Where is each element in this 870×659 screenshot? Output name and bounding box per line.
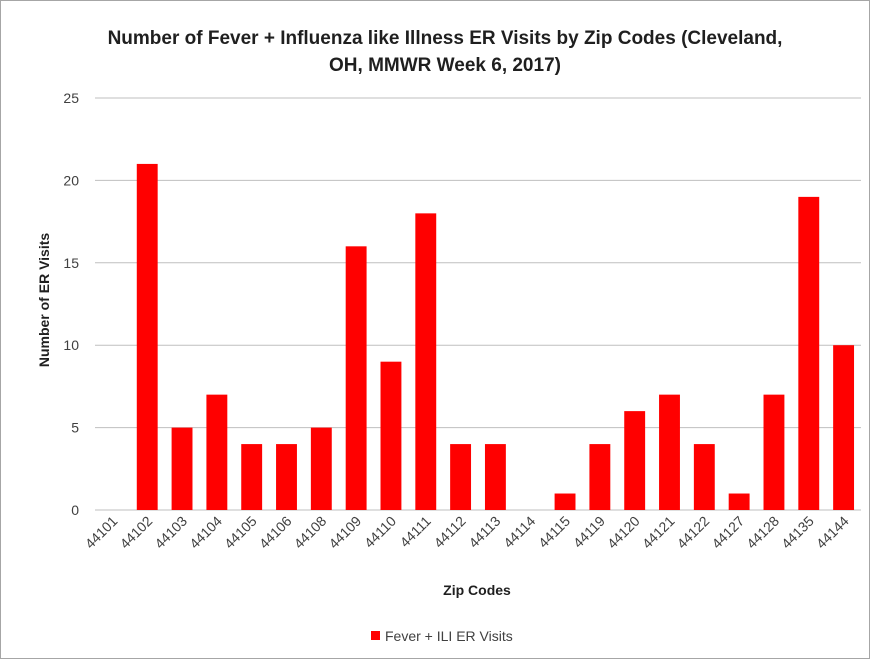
x-tick-label: 44106 xyxy=(256,513,295,552)
x-tick-labels: 4410144102441034410444105441064410844109… xyxy=(82,513,852,552)
bar-44113 xyxy=(484,444,506,510)
x-tick-label: 44112 xyxy=(431,513,469,551)
bar-44120 xyxy=(624,411,646,510)
y-tick-label: 5 xyxy=(71,420,79,436)
bar-44106 xyxy=(276,444,297,510)
bar-44127 xyxy=(728,493,750,510)
x-axis-title: Zip Codes xyxy=(443,582,511,598)
x-tick-label: 44114 xyxy=(500,513,538,551)
bar-44110 xyxy=(380,361,402,510)
bar-44108 xyxy=(310,427,332,510)
bar-44102 xyxy=(136,163,158,511)
x-tick-label: 44103 xyxy=(151,513,190,552)
x-tick-label: 44113 xyxy=(465,513,503,551)
x-tick-label: 44121 xyxy=(639,513,678,552)
bar-44135 xyxy=(798,196,820,510)
y-tick-label: 15 xyxy=(63,255,79,271)
y-tick-labels: 0 5 10 15 20 25 xyxy=(63,90,79,518)
bar-44121 xyxy=(659,394,680,510)
y-tick-label: 20 xyxy=(63,172,79,188)
bar-44103 xyxy=(171,427,193,510)
bar-44105 xyxy=(241,444,263,510)
bar-44112 xyxy=(450,444,472,510)
legend-label: Fever + ILI ER Visits xyxy=(385,628,513,644)
x-tick-label: 44101 xyxy=(82,513,121,552)
x-tick-label: 44105 xyxy=(221,513,260,552)
bar-44104 xyxy=(206,394,228,510)
x-tick-label: 44144 xyxy=(813,513,852,552)
y-tick-label: 25 xyxy=(63,90,79,106)
x-tick-label: 44109 xyxy=(325,513,364,552)
x-tick-label: 44115 xyxy=(535,513,573,551)
bar-44128 xyxy=(763,394,785,510)
bar-44115 xyxy=(554,493,576,510)
legend-swatch xyxy=(371,631,380,640)
chart-title-line-1: Number of Fever + Influenza like Illness… xyxy=(108,28,783,49)
bar-44109 xyxy=(345,246,367,510)
x-tick-label: 44108 xyxy=(291,513,330,552)
x-tick-label: 44111 xyxy=(397,513,435,551)
x-tick-label: 44102 xyxy=(117,513,156,552)
y-axis-title: Number of ER Visits xyxy=(36,233,52,368)
x-tick-label: 44127 xyxy=(708,513,747,552)
bar-44119 xyxy=(589,444,611,510)
y-tick-label: 10 xyxy=(63,337,79,353)
x-tick-label: 44135 xyxy=(778,513,817,552)
x-tick-label: 44119 xyxy=(570,513,608,551)
bar-44144 xyxy=(833,345,855,510)
bar-44111 xyxy=(415,213,437,511)
bar-44122 xyxy=(693,444,715,510)
legend: Fever + ILI ER Visits xyxy=(371,628,513,644)
chart-title-line-2: OH, MMWR Week 6, 2017) xyxy=(329,55,561,76)
x-tick-label: 44122 xyxy=(674,513,713,552)
x-tick-label: 44120 xyxy=(604,513,643,552)
bars xyxy=(136,163,855,511)
y-tick-label: 0 xyxy=(71,502,79,518)
x-tick-label: 44128 xyxy=(743,513,782,552)
x-tick-label: 44110 xyxy=(361,513,399,551)
x-tick-label: 44104 xyxy=(186,513,225,552)
